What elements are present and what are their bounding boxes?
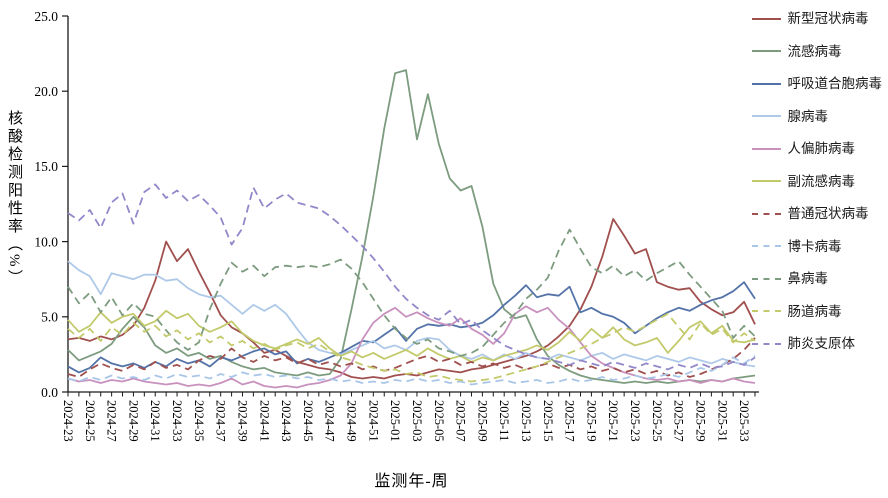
x-tick-label: 2024-47 [323,400,337,442]
legend-label-mycoplasma: 肺炎支原体 [787,336,856,351]
legend-label-sars-cov-2: 新型冠状病毒 [787,11,869,26]
series-line-rhinovirus [67,228,756,357]
series-line-mycoplasma [67,183,756,371]
legend-swatch-rhinovirus [751,277,781,280]
x-tick-label: 2025-31 [715,400,729,442]
x-tick-label: 2025-07 [454,400,468,442]
x-tick-label: 2025-05 [432,400,446,442]
x-tick-label: 2025-23 [628,400,642,442]
x-tick-label: 2025-17 [563,400,577,442]
legend-swatch-adenovirus [751,115,781,117]
y-tick-label: 5.0 [41,310,58,325]
legend-swatch-hmpv [751,147,781,150]
legend-item-hmpv: 人偏肺病毒 [751,140,883,157]
x-tick-label: 2024-25 [83,400,97,442]
series-line-adenovirus [67,260,756,368]
legend-swatch-parainfluenza [751,180,781,182]
x-tick-label: 2024-49 [345,400,359,442]
x-tick-label: 2024-29 [126,400,140,442]
x-tick-label: 2025-15 [541,400,555,442]
legend-item-bocavirus: 博卡病毒 [751,238,883,255]
x-tick-label: 2024-39 [235,400,249,442]
x-tick-label: 2024-33 [170,400,184,442]
legend-label-hmpv: 人偏肺病毒 [787,141,856,156]
x-tick-label: 2025-03 [410,400,424,442]
x-tick-label: 2025-29 [693,400,707,442]
x-tick-label: 2024-23 [61,400,75,442]
x-tick-label: 2025-11 [497,400,511,441]
x-tick-label: 2024-31 [148,400,162,442]
legend-label-parainfluenza: 副流感病毒 [787,173,856,189]
legend-label-rhinovirus: 鼻病毒 [787,271,829,286]
x-tick-label: 2024-27 [105,400,119,442]
legend-swatch-bocavirus [751,245,781,247]
series-line-common-hcov [67,337,756,378]
y-axis-title: 核酸检测阳性率（%） [6,110,22,288]
legend-item-rsv: 呼吸道合胞病毒 [751,75,883,92]
x-axis-title: 监测年-周 [374,473,449,490]
x-tick-label: 2025-01 [388,400,402,442]
legend-label-adenovirus: 腺病毒 [787,108,829,124]
x-tick-label: 2025-25 [650,400,664,442]
legend-item-influenza: 流感病毒 [751,43,883,60]
series-line-sars-cov-2 [67,218,756,380]
legend: 新型冠状病毒 流感病毒呼吸道合胞病毒 腺病毒人偏肺病毒副流感病毒普通冠状病毒 博卡病毒… [751,10,883,352]
legend-label-rsv: 呼吸道合胞病毒 [787,76,883,91]
legend-label-enterovirus: 肠道病毒 [787,303,842,319]
x-tick-label: 2025-33 [737,400,751,442]
x-tick-label: 2025-09 [475,400,489,442]
legend-item-mycoplasma: 肺炎支原体 [751,335,883,352]
y-tick-label: 10.0 [34,234,58,249]
legend-label-influenza: 流感病毒 [787,43,842,59]
series-line-influenza [67,69,756,384]
series-line-enterovirus [67,312,756,383]
y-tick-label: 20.0 [34,84,58,99]
legend-swatch-sars-cov-2 [751,17,781,20]
legend-swatch-enterovirus [751,310,781,312]
legend-item-common-hcov: 普通冠状病毒 [751,205,883,222]
legend-item-enterovirus: 肠道病毒 [751,303,883,320]
legend-swatch-mycoplasma [751,342,781,345]
y-tick-label: 0.0 [41,385,58,400]
legend-swatch-common-hcov [751,212,781,215]
series-line-bocavirus [67,355,756,386]
x-tick-label: 2024-45 [301,400,315,442]
y-tick-label: 25.0 [34,9,58,24]
x-tick-label: 2025-21 [606,400,620,442]
legend-swatch-rsv [751,82,781,85]
y-tick-label: 15.0 [34,159,58,174]
legend-swatch-influenza [751,50,781,52]
legend-item-rhinovirus: 鼻病毒 [751,270,883,287]
x-tick-label: 2024-41 [257,400,271,442]
legend-item-parainfluenza: 副流感病毒 [751,173,883,190]
x-tick-label: 2025-13 [519,400,533,442]
x-tick-label: 2025-27 [672,400,686,442]
x-tick-label: 2024-43 [279,400,293,442]
x-tick-label: 2024-35 [192,400,206,442]
series-line-parainfluenza [67,309,756,363]
x-tick-label: 2025-19 [584,400,598,442]
x-tick-label: 2024-37 [214,400,228,442]
x-tick-label: 2024-51 [366,400,380,442]
legend-label-common-hcov: 普通冠状病毒 [787,206,869,221]
legend-item-adenovirus: 腺病毒 [751,108,883,125]
legend-item-sars-cov-2: 新型冠状病毒 [751,10,883,27]
legend-label-bocavirus: 博卡病毒 [787,238,842,254]
